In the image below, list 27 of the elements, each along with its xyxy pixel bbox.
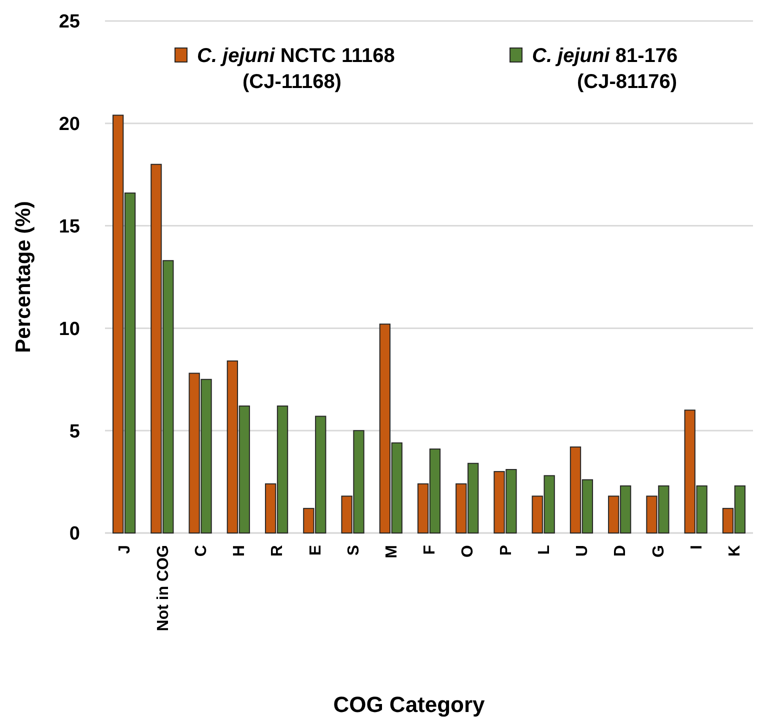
- y-tick-label: 0: [69, 524, 80, 545]
- y-axis-title: Percentage (%): [12, 201, 35, 353]
- x-tick-label: D: [612, 545, 630, 557]
- x-tick-label: I: [688, 545, 706, 550]
- y-tick-label: 25: [58, 12, 80, 33]
- x-tick-label: J: [116, 545, 134, 554]
- x-tick-label: G: [650, 545, 668, 558]
- x-tick-label: R: [269, 544, 286, 557]
- y-tick-label: 15: [58, 216, 80, 238]
- y-tick-label: 10: [58, 318, 80, 340]
- x-tick-label: C: [192, 544, 210, 557]
- x-tick-label: Not in COG: [154, 545, 172, 632]
- x-axis-title: COG Category: [333, 692, 486, 717]
- legend-label: C. jejuni 81-176 (CJ-81176): [532, 45, 678, 93]
- x-tick-label: L: [536, 544, 553, 555]
- y-tick-label: 20: [58, 114, 80, 136]
- legend-label: C. jejuni NCTC 11168 (CJ-11168): [197, 45, 395, 93]
- x-tick-label: S: [345, 544, 362, 556]
- x-tick-label: P: [498, 544, 515, 556]
- y-tick-label: 5: [69, 421, 80, 442]
- x-tick-label: M: [383, 545, 400, 558]
- x-tick-label: E: [307, 544, 324, 556]
- x-tick-label: H: [231, 545, 248, 557]
- x-tick-label: U: [574, 545, 592, 557]
- x-tick-label: F: [422, 544, 439, 555]
- x-tick-label: O: [460, 545, 477, 558]
- x-tick-label: K: [726, 544, 744, 557]
